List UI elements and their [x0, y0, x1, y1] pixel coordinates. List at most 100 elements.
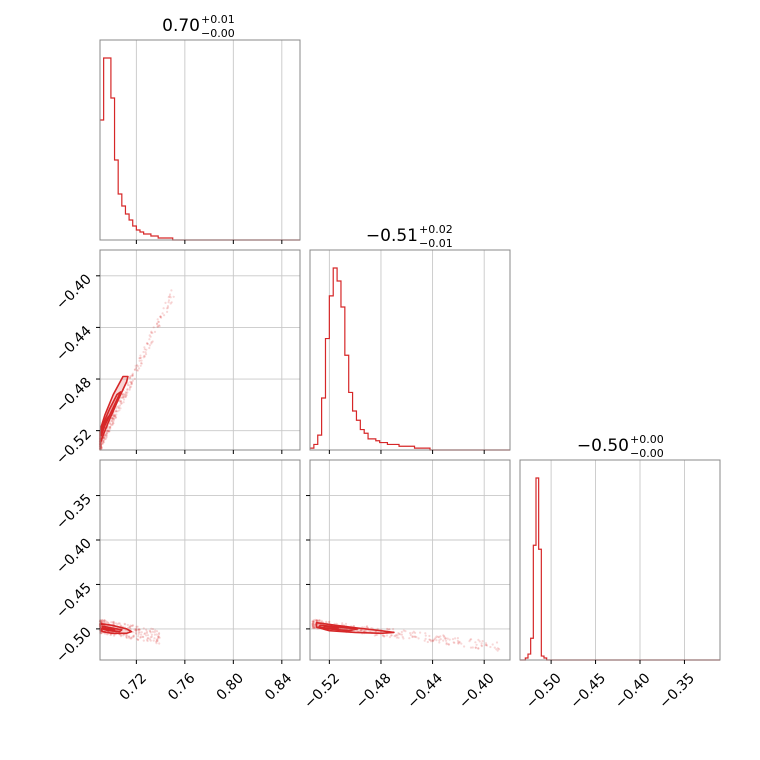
scatter-point-p0_p1-177 — [131, 373, 134, 377]
scatter-point-p0_p1-286 — [121, 394, 124, 397]
scatter-point-p1_p2-54 — [491, 643, 494, 646]
scatter-point-p0_p2-130 — [148, 629, 151, 632]
scatter-point-p0_p2-139 — [138, 631, 141, 634]
scatter-point-p0_p2-123 — [132, 635, 135, 638]
scatter-point-p0_p1-126 — [156, 318, 159, 321]
scatter-point-p1_p2-82 — [315, 619, 319, 622]
scatter-point-p1_p2-202 — [392, 628, 395, 631]
scatter-point-p0_p2-242 — [129, 636, 133, 639]
scatter-point-p0_p1-33 — [111, 417, 115, 420]
scatter-point-p1_p2-6 — [417, 637, 420, 640]
scatter-point-p0_p2-222 — [128, 625, 131, 629]
scatter-point-p1_p2-185 — [478, 640, 481, 643]
xtick-label-p0-2: 0.80 — [214, 670, 247, 703]
scatter-point-p1_p2-111 — [312, 620, 315, 623]
scatter-point-p0_p2-161 — [100, 620, 103, 624]
scatter-point-p1_p2-248 — [314, 618, 317, 621]
scatter-point-p0_p1-18 — [118, 404, 121, 407]
scatter-point-p0_p1-7 — [115, 413, 118, 416]
scatter-point-p1_p2-98 — [496, 649, 499, 652]
scatter-point-p0_p1-289 — [136, 364, 139, 367]
scatter-point-p0_p1-227 — [150, 342, 153, 345]
scatter-point-p0_p2-251 — [149, 631, 152, 634]
scatter-point-p1_p2-70 — [317, 619, 320, 623]
scatter-point-p0_p1-80 — [117, 406, 120, 409]
scatter-point-p0_p2-185 — [100, 631, 104, 635]
scatter-point-p0_p1-114 — [105, 436, 108, 439]
scatter-point-p1_p2-277 — [359, 628, 362, 632]
scatter-point-p1_p2-253 — [451, 638, 455, 641]
scatter-point-p0_p2-54 — [112, 620, 115, 623]
scatter-point-p0_p1-160 — [122, 393, 125, 396]
scatter-point-p0_p1-240 — [165, 307, 169, 310]
scatter-point-p0_p2-119 — [132, 634, 135, 637]
scatter-point-p0_p1-267 — [102, 441, 105, 444]
scatter-point-p0_p1-210 — [168, 295, 171, 298]
scatter-point-p0_p1-65 — [100, 447, 103, 450]
scatter-point-p0_p1-316 — [128, 376, 131, 380]
scatter-point-p0_p1-143 — [117, 405, 120, 408]
scatter-point-p0_p1-37 — [152, 326, 155, 329]
scatter-point-p0_p1-270 — [105, 434, 109, 437]
scatter-point-p1_p2-139 — [312, 624, 315, 627]
xtick-label-p1-0: −0.52 — [301, 670, 343, 712]
scatter-point-p0_p1-164 — [125, 394, 128, 397]
scatter-point-p0_p1-0 — [114, 410, 117, 413]
scatter-point-p1_p2-207 — [411, 635, 414, 639]
scatter-point-p0_p1-211 — [163, 314, 166, 317]
scatter-point-p0_p1-258 — [120, 402, 123, 405]
scatter-point-p0_p1-279 — [160, 316, 163, 319]
scatter-point-p0_p2-38 — [153, 631, 156, 634]
scatter-point-p1_p2-90 — [388, 628, 391, 631]
scatter-point-p0_p2-27 — [140, 633, 143, 636]
scatter-point-p0_p2-250 — [158, 632, 161, 635]
scatter-point-p1_p2-231 — [445, 643, 448, 646]
scatter-point-p0_p1-98 — [128, 385, 132, 389]
scatter-point-p1_p2-123 — [386, 628, 389, 631]
scatter-point-p0_p1-168 — [100, 447, 103, 450]
scatter-point-p0_p1-68 — [113, 414, 116, 417]
scatter-point-p0_p1-278 — [126, 391, 129, 394]
scatter-point-p0_p1-87 — [143, 346, 146, 349]
scatter-point-p0_p1-261 — [131, 374, 134, 377]
scatter-point-p0_p1-197 — [110, 424, 113, 427]
scatter-point-p0_p1-39 — [138, 359, 141, 362]
scatter-point-p1_p2-266 — [442, 639, 445, 642]
scatter-point-p0_p1-156 — [112, 419, 115, 422]
scatter-point-p0_p2-255 — [125, 635, 128, 638]
scatter-point-p1_p2-1 — [469, 646, 473, 649]
scatter-point-p1_p2-218 — [474, 646, 477, 649]
scatter-point-p0_p1-43 — [131, 372, 134, 375]
scatter-point-p0_p2-191 — [136, 625, 139, 628]
contour-layer — [99, 375, 395, 635]
scatter-point-p0_p2-76 — [131, 631, 134, 634]
scatter-point-p0_p1-4 — [122, 396, 125, 399]
scatter-point-p0_p2-9 — [123, 622, 126, 626]
scatter-point-p1_p2-117 — [485, 643, 488, 647]
scatter-point-p1_p2-18 — [311, 626, 314, 629]
scatter-point-p0_p1-86 — [115, 407, 118, 410]
scatter-point-p0_p1-38 — [162, 307, 165, 310]
scatter-point-p0_p1-85 — [156, 325, 159, 328]
scatter-point-p1_p2-186 — [430, 639, 433, 642]
scatter-point-p1_p2-124 — [458, 641, 461, 644]
title-p2: −0.50 — [577, 436, 629, 456]
xtick-label-p1-3: −0.40 — [456, 670, 498, 712]
scatter-point-p0_p1-173 — [124, 395, 127, 398]
scatter-point-p0_p1-260 — [149, 335, 152, 338]
scatter-point-p0_p1-250 — [108, 427, 111, 430]
scatter-point-p0_p1-150 — [156, 325, 159, 328]
scatter-point-p0_p1-226 — [126, 387, 129, 391]
scatter-point-p0_p1-128 — [145, 348, 148, 351]
scatter-point-p1_p2-219 — [390, 634, 393, 637]
scatter-point-p0_p2-70 — [124, 623, 127, 626]
scatter-point-p0_p1-194 — [124, 391, 127, 394]
scatter-point-p0_p2-201 — [135, 632, 138, 635]
scatter-point-p1_p2-14 — [341, 622, 344, 625]
scatter-point-p0_p1-49 — [122, 395, 125, 398]
scatter-point-p0_p1-299 — [145, 342, 149, 345]
scatter-point-p0_p1-245 — [121, 392, 124, 395]
scatter-point-p1_p2-285 — [480, 642, 483, 645]
scatter-point-p0_p1-295 — [129, 375, 132, 378]
scatter-point-p1_p2-31 — [327, 620, 331, 624]
